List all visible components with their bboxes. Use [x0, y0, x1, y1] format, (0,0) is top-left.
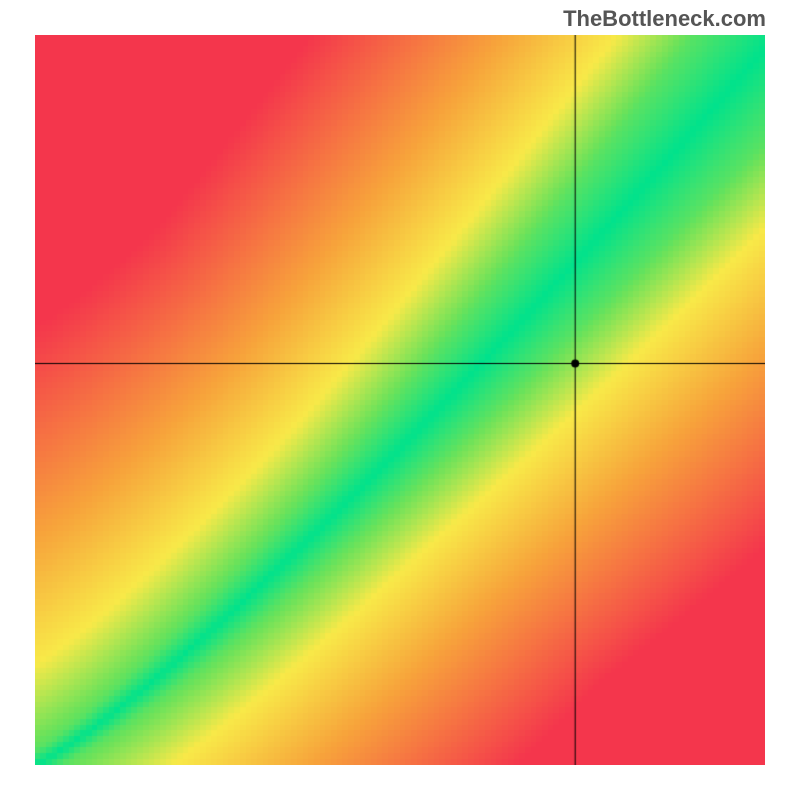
chart-container: TheBottleneck.com — [0, 0, 800, 800]
bottleneck-heatmap — [35, 35, 765, 765]
watermark-text: TheBottleneck.com — [563, 6, 766, 32]
